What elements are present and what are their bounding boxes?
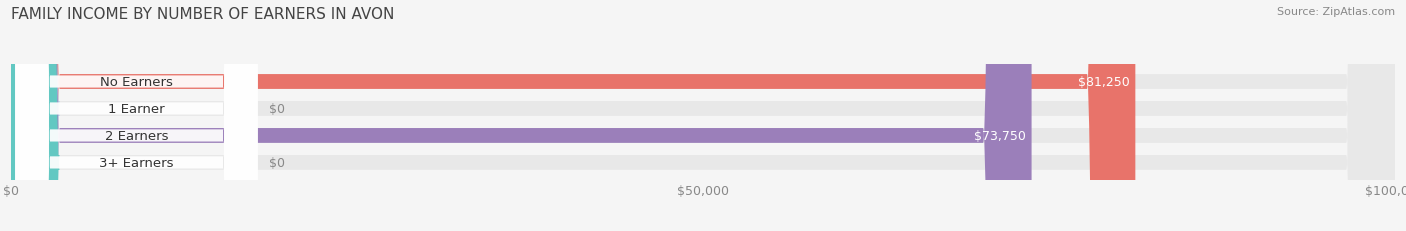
FancyBboxPatch shape [11, 0, 1395, 231]
Text: $0: $0 [269, 156, 284, 169]
Text: 1 Earner: 1 Earner [108, 103, 165, 116]
Text: Source: ZipAtlas.com: Source: ZipAtlas.com [1277, 7, 1395, 17]
FancyBboxPatch shape [15, 0, 257, 231]
FancyBboxPatch shape [15, 0, 257, 231]
Text: FAMILY INCOME BY NUMBER OF EARNERS IN AVON: FAMILY INCOME BY NUMBER OF EARNERS IN AV… [11, 7, 395, 22]
FancyBboxPatch shape [0, 0, 59, 231]
FancyBboxPatch shape [11, 0, 1395, 231]
Text: 2 Earners: 2 Earners [104, 129, 169, 142]
FancyBboxPatch shape [15, 0, 257, 231]
FancyBboxPatch shape [15, 0, 257, 231]
Text: No Earners: No Earners [100, 76, 173, 89]
FancyBboxPatch shape [11, 0, 1032, 231]
FancyBboxPatch shape [11, 0, 1136, 231]
Text: 3+ Earners: 3+ Earners [100, 156, 174, 169]
Text: $73,750: $73,750 [974, 129, 1026, 142]
FancyBboxPatch shape [11, 0, 1395, 231]
FancyBboxPatch shape [11, 0, 1395, 231]
FancyBboxPatch shape [0, 0, 59, 231]
Text: $81,250: $81,250 [1078, 76, 1130, 89]
Text: $0: $0 [269, 103, 284, 116]
